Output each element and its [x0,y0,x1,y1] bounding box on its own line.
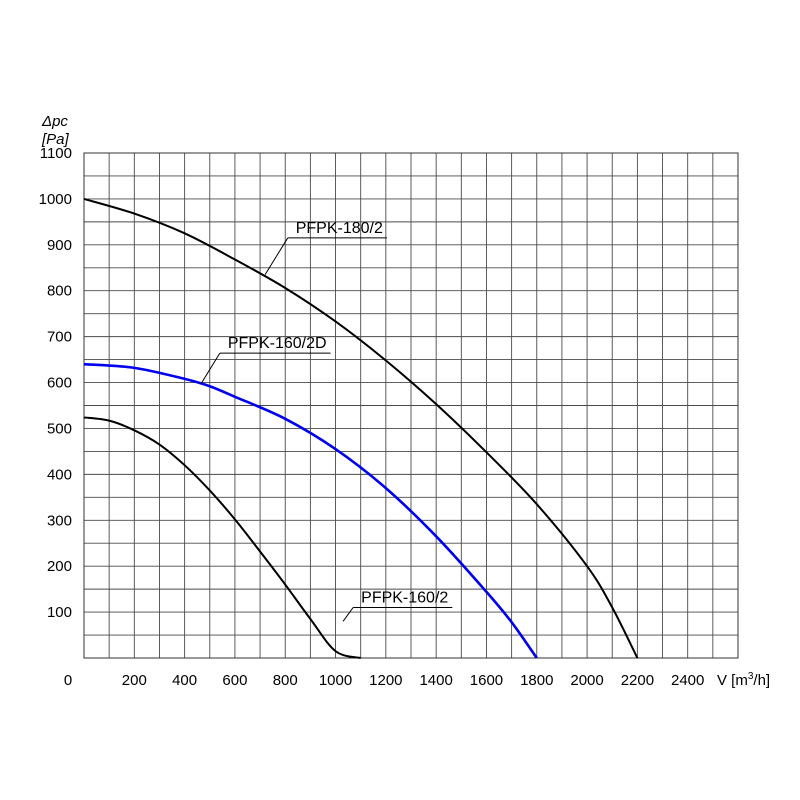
y-tick-label: 1100 [40,145,72,162]
x-tick-label: 200 [122,672,147,689]
x-axis-title-superscript: 3 [748,671,754,682]
y-tick-label: 400 [47,466,72,483]
x-axis-title-suffix: /h] [753,672,770,689]
series-label: PFPK-180/2 [296,220,383,237]
x-tick-label: 2200 [621,672,654,689]
x-tick-label: 1600 [470,672,503,689]
y-tick-label: 700 [47,329,72,346]
series-label-leader [200,352,221,385]
y-tick-label: 500 [47,420,72,437]
x-axis-title-prefix: V [m [717,672,748,689]
x-axis-title: V [m3/h] [717,671,770,689]
x-tick-labels: 0 200 400 600 800 1000 1200 1400 1600 1800 2000 220… [64,672,705,689]
series-line-pfpk-180-2 [83,197,639,659]
x-tick-label: 2000 [570,672,603,689]
series-layer [83,197,639,659]
x-tick-label: 1000 [319,672,352,689]
y-tick-label: 1000 [39,191,72,208]
x-tick-label: 1200 [369,672,402,689]
x-tick-label: 600 [222,672,247,689]
series-line-pfpk-160-2 [83,416,361,659]
y-axis-unit: [Pa] [41,131,70,148]
grid [84,152,738,658]
x-tick-label: 1800 [520,672,553,689]
y-axis-title: Δpc [41,113,68,130]
x-tick-label: 800 [273,672,298,689]
series-label: PFPK-160/2D [228,335,327,352]
plot-border [83,152,739,659]
y-tick-label: 300 [47,512,72,529]
x-tick-label: 0 [64,672,72,689]
series-line-pfpk-160-2d [83,362,538,659]
series-label-leader [264,237,289,275]
x-tick-label: 1400 [419,672,452,689]
series-label: PFPK-160/2 [361,590,448,607]
y-tick-label: 800 [47,283,72,300]
series-label-leader [342,607,354,622]
y-tick-labels: 100 200 300 400 500 600 700 800 900 1000 1100 [39,145,72,621]
x-tick-label: 400 [172,672,197,689]
x-tick-label: 2400 [671,672,704,689]
y-tick-label: 600 [47,375,72,392]
y-tick-label: 100 [47,604,72,621]
annotation-layer: PFPK-180/2 PFPK-160/2D PFPK-160/2 [200,220,453,622]
plot-frame [83,152,739,659]
y-tick-label: 200 [47,558,72,575]
y-tick-label: 900 [47,237,72,254]
